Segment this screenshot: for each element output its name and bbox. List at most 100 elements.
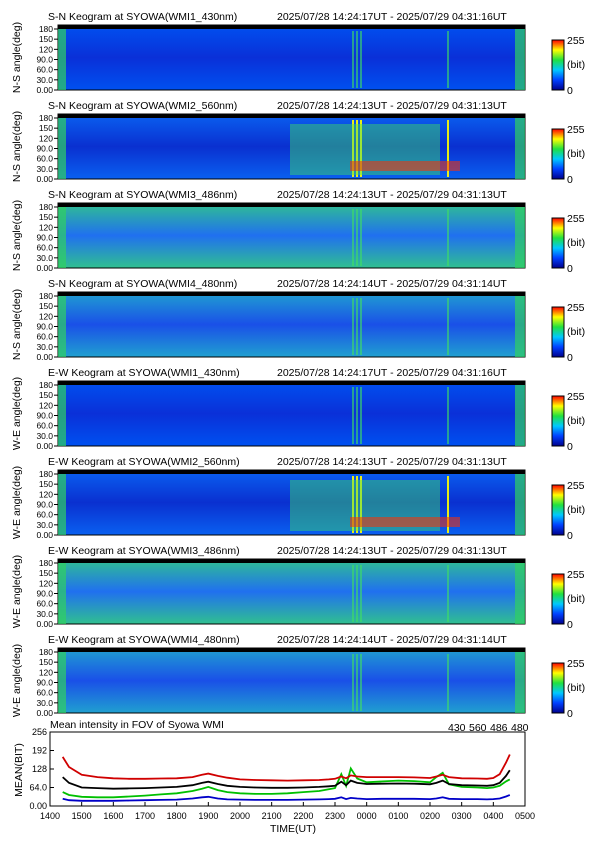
line-xtick-label: 2300	[325, 811, 345, 821]
keogram-aurora-streak	[356, 387, 358, 444]
line-xtick-label: 0100	[388, 811, 408, 821]
colorbar-unit-label: (bit)	[567, 59, 585, 71]
keogram-aurora-streak	[360, 298, 362, 355]
keogram-ylabel: N-S angle(deg)	[11, 200, 23, 271]
colorbar-max-label: 255	[567, 302, 585, 314]
colorbar-unit-label: (bit)	[567, 415, 585, 427]
keogram-image	[57, 647, 526, 714]
keogram-aurora-streak	[447, 476, 449, 533]
keogram-time-range: 2025/07/28 14:24:13UT - 2025/07/29 04:31…	[277, 189, 507, 201]
keogram-ytick-label: 120	[39, 667, 53, 677]
keogram-ytick-label: 0.00	[36, 263, 53, 273]
colorbar-unit-label: (bit)	[567, 593, 585, 605]
keogram-ytick-label: 180	[39, 24, 53, 34]
keogram-title: S-N Keogram at SYOWA(WMI1_430nm)	[48, 11, 237, 23]
keogram-ytick-label: 60.0	[36, 154, 53, 164]
keogram-aurora-streak	[352, 387, 354, 444]
keogram-aurora-streak	[352, 31, 354, 88]
keogram-ytick-label: 30.0	[36, 431, 53, 441]
keogram-aurora-streak	[360, 565, 362, 622]
keogram-ytick-label: 0.00	[36, 85, 53, 95]
line-xtick-label: 0000	[357, 811, 377, 821]
keogram-edge-left	[58, 296, 66, 357]
keogram-ytick-label: 60.0	[36, 599, 53, 609]
keogram-ytick-label: 0.00	[36, 530, 53, 540]
keogram-edge-right	[515, 385, 525, 446]
colorbar-min-label: 0	[567, 85, 573, 97]
legend-entry-560: 560	[469, 722, 487, 734]
keogram-ytick-label: 30.0	[36, 164, 53, 174]
keogram-dark-band	[58, 114, 525, 118]
keogram-title: S-N Keogram at SYOWA(WMI2_560nm)	[48, 100, 237, 112]
keogram-ytick-label: 0.00	[36, 619, 53, 629]
keogram-panel: S-N Keogram at SYOWA(WMI4_480nm) 2025/07/…	[11, 278, 585, 364]
keogram-ytick-label: 150	[39, 123, 53, 133]
keogram-ytick-label: 180	[39, 469, 53, 479]
keogram-title: E-W Keogram at SYOWA(WMI3_486nm)	[48, 545, 240, 557]
series-line-486	[61, 754, 511, 782]
keogram-aurora-streak	[352, 298, 354, 355]
keogram-image	[57, 558, 526, 625]
keogram-aurora-streak	[356, 654, 358, 711]
line-xtick-label: 0300	[452, 811, 472, 821]
keogram-aurora-streak	[447, 387, 449, 444]
keogram-edge-left	[58, 385, 66, 446]
keogram-ytick-label: 180	[39, 647, 53, 657]
keogram-time-range: 2025/07/28 14:24:14UT - 2025/07/29 04:31…	[277, 634, 507, 646]
keogram-title: S-N Keogram at SYOWA(WMI4_480nm)	[48, 278, 237, 290]
line-chart-series	[61, 754, 511, 802]
keogram-aurora-streak	[356, 31, 358, 88]
mean-intensity-chart: Mean intensity in FOV of Syowa WMI 430 56…	[13, 719, 535, 835]
colorbar-min-label: 0	[567, 352, 573, 364]
colorbar	[551, 395, 565, 447]
keogram-aurora-streak	[360, 209, 362, 266]
keogram-ytick-label: 60.0	[36, 332, 53, 342]
keogram-ytick-label: 180	[39, 380, 53, 390]
legend-entry-486: 486	[490, 722, 508, 734]
line-ytick-label: 64.0	[29, 783, 47, 793]
line-xtick-label: 1400	[40, 811, 60, 821]
colorbar-min-label: 0	[567, 263, 573, 275]
colorbar-max-label: 255	[567, 391, 585, 403]
keogram-edge-left	[58, 563, 66, 624]
keogram-ytick-label: 180	[39, 558, 53, 568]
line-xtick-label: 2200	[293, 811, 313, 821]
keogram-panel: S-N Keogram at SYOWA(WMI2_560nm) 2025/07/…	[11, 100, 585, 186]
keogram-ytick-label: 120	[39, 489, 53, 499]
keogram-edge-right	[515, 29, 525, 90]
keogram-edge-left	[58, 474, 66, 535]
series-line-430	[62, 794, 511, 802]
keogram-aurora-streak	[352, 654, 354, 711]
keogram-edge-left	[58, 652, 66, 713]
keogram-ytick-label: 60.0	[36, 510, 53, 520]
keogram-ytick-label: 60.0	[36, 421, 53, 431]
line-xtick-label: 2000	[230, 811, 250, 821]
keogram-ylabel: W-E angle(deg)	[11, 644, 23, 717]
keogram-ytick-label: 30.0	[36, 698, 53, 708]
keogram-panel: E-W Keogram at SYOWA(WMI1_430nm) 2025/07/…	[11, 367, 585, 453]
colorbar-unit-label: (bit)	[567, 326, 585, 338]
series-line-480	[62, 769, 511, 790]
keogram-aurora-streak	[447, 298, 449, 355]
keogram-edge-right	[515, 652, 525, 713]
keogram-ytick-label: 30.0	[36, 342, 53, 352]
colorbar-min-label: 0	[567, 619, 573, 631]
keogram-title: E-W Keogram at SYOWA(WMI4_480nm)	[48, 634, 240, 646]
keogram-ytick-label: 180	[39, 202, 53, 212]
line-xtick-label: 0500	[515, 811, 535, 821]
keogram-title: E-W Keogram at SYOWA(WMI1_430nm)	[48, 367, 240, 379]
line-xtick-label: 1500	[72, 811, 92, 821]
keogram-ytick-label: 0.00	[36, 174, 53, 184]
keogram-edge-right	[515, 118, 525, 179]
legend-entry-480: 480	[511, 722, 529, 734]
colorbar	[551, 128, 565, 180]
keogram-aurora-streak	[356, 120, 358, 177]
keogram-aurora-streak	[360, 31, 362, 88]
keogram-dark-band	[58, 292, 525, 296]
colorbar-unit-label: (bit)	[567, 682, 585, 694]
colorbar	[551, 484, 565, 536]
colorbar-unit-label: (bit)	[567, 237, 585, 249]
colorbar	[551, 662, 565, 714]
colorbar-min-label: 0	[567, 708, 573, 720]
